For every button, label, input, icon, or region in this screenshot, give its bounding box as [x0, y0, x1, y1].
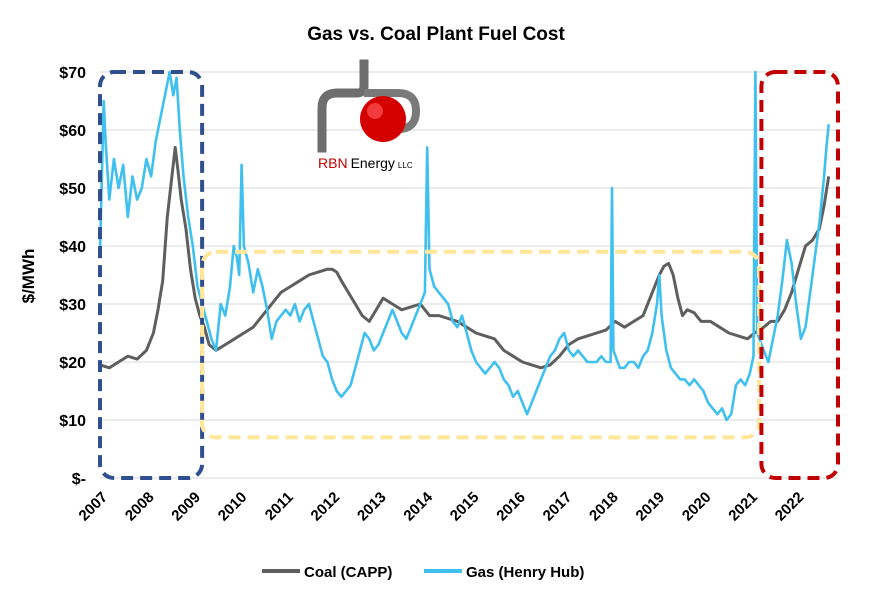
- x-tick-label-9: 2016: [493, 489, 529, 525]
- x-tick-label-6: 2013: [354, 489, 390, 525]
- x-tick-label-10: 2017: [540, 489, 576, 525]
- y-tick-label-7: $70: [59, 65, 86, 82]
- x-tick-label-13: 2020: [679, 489, 715, 525]
- annotation-box-1: [200, 249, 762, 440]
- y-tick-label-0: $-: [72, 471, 86, 488]
- x-tick-label-4: 2011: [262, 489, 297, 524]
- x-tick-label-14: 2021: [725, 489, 761, 525]
- x-tick-label-11: 2018: [586, 489, 622, 525]
- gridlines: [100, 71, 838, 479]
- y-axis-label: $/MWh: [19, 249, 38, 304]
- annotation-box-2: [759, 70, 841, 480]
- annotation-boxes: [98, 70, 841, 480]
- x-tick-label-7: 2014: [400, 488, 436, 524]
- x-tick-label-1: 2008: [122, 489, 158, 525]
- legend-coal-label: Coal (CAPP): [304, 564, 392, 581]
- logo-text: RBN Energy LLC: [318, 155, 413, 171]
- y-tick-label-5: $50: [59, 181, 86, 198]
- y-tick-label-2: $20: [59, 355, 86, 372]
- series-line-0: [99, 145, 831, 370]
- x-tick-label-2: 2009: [168, 489, 204, 525]
- legend: Coal (CAPP) Gas (Henry Hub): [262, 564, 584, 581]
- rbn-energy-logo: RBN Energy LLC: [317, 59, 421, 171]
- x-tick-label-15: 2022: [772, 489, 808, 525]
- legend-gas-label: Gas (Henry Hub): [466, 564, 584, 581]
- y-tick-labels: $- $10 $20 $30 $40 $50 $60 $70: [59, 65, 86, 488]
- y-tick-label-4: $40: [59, 239, 86, 256]
- y-tick-label-6: $60: [59, 123, 86, 140]
- x-tick-label-12: 2019: [633, 489, 669, 525]
- chart-title: Gas vs. Coal Plant Fuel Cost: [307, 24, 565, 45]
- y-tick-label-1: $10: [59, 413, 86, 430]
- x-tick-labels: 2007 2008 2009 2010 2011 2012 2013 2014 2015 2016…: [76, 488, 808, 524]
- x-tick-label-5: 2012: [308, 489, 344, 525]
- logo-red-sphere-icon: [360, 96, 406, 142]
- series-line-1: [98, 70, 830, 422]
- x-tick-label-8: 2015: [447, 489, 483, 525]
- x-tick-label-0: 2007: [76, 489, 112, 525]
- logo-sphere-highlight: [367, 103, 383, 119]
- x-tick-label-3: 2010: [215, 489, 251, 525]
- series-lines: [98, 70, 831, 422]
- logo-pipe-icon: [317, 59, 369, 153]
- logo-pipe-back-icon: [364, 89, 421, 133]
- y-tick-label-3: $30: [59, 297, 86, 314]
- annotation-box-0: [98, 70, 205, 480]
